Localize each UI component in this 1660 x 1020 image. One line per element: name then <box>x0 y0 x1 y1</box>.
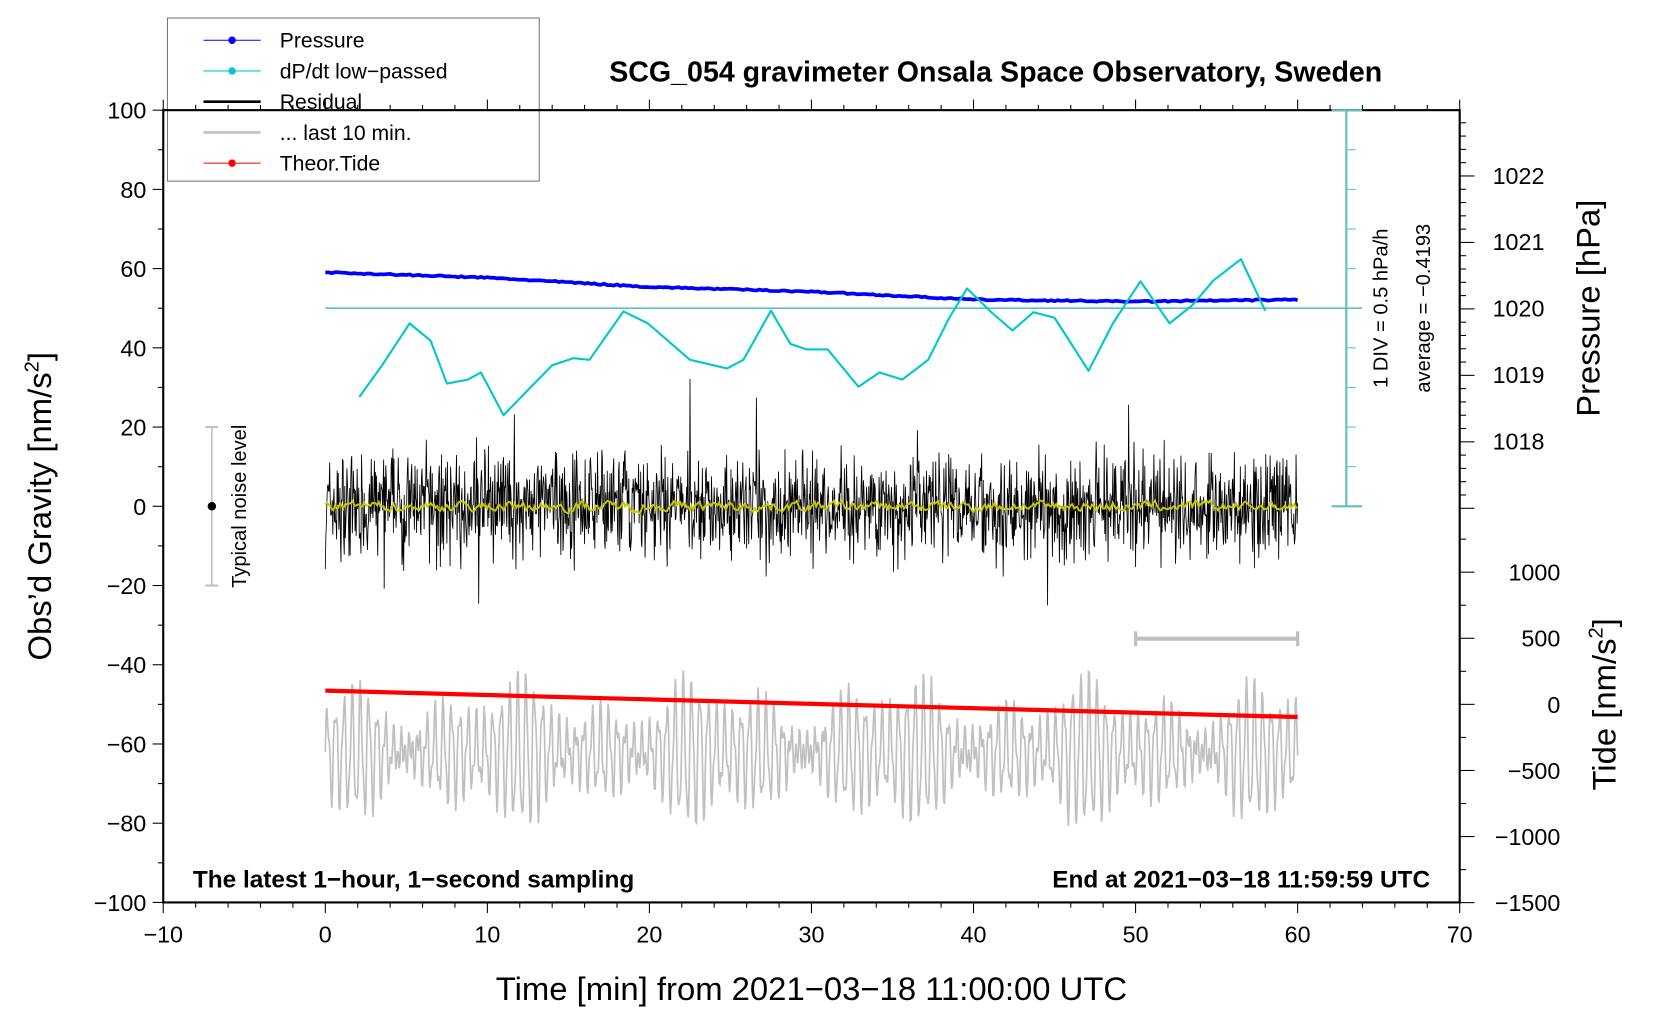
residual-line <box>324 378 1299 606</box>
x-tick-label: 30 <box>799 922 825 948</box>
annotation-end-time: End at 2021−03−18 11:59:59 UTC <box>1052 867 1430 894</box>
x-axis-label: Time [min] from 2021−03−18 11:00:00 UTC <box>496 970 1127 1007</box>
tide-tick-label: 0 <box>1547 692 1560 718</box>
noise-level-label: Typical noise level <box>229 425 251 588</box>
legend-marker <box>228 36 236 44</box>
x-tick-label: −10 <box>143 922 183 948</box>
axes: −10 0 10 20 30 40 50 60 70100806040200−20−40−60−… <box>94 98 1561 948</box>
y-tick-label: 60 <box>120 256 146 282</box>
y-tick-label: 40 <box>120 335 146 361</box>
data-marks <box>205 109 1363 826</box>
x-tick-label: 10 <box>474 922 500 948</box>
tide-tick-label: −1000 <box>1495 824 1560 850</box>
pressure-tick-label: 1019 <box>1493 362 1545 388</box>
y-tick-label: −60 <box>107 731 147 757</box>
annotation-sampling: The latest 1−hour, 1−second sampling <box>193 867 634 894</box>
y-tick-label: −100 <box>94 890 147 916</box>
x-tick-label: 20 <box>636 922 662 948</box>
pressure-tick-label: 1021 <box>1493 229 1545 255</box>
x-tick-label: 60 <box>1285 922 1311 948</box>
legend-label: ... last 10 min. <box>280 122 412 145</box>
last-10-min-line <box>324 669 1299 826</box>
x-tick-label: 70 <box>1447 922 1473 948</box>
theor-tide-line <box>325 688 1298 720</box>
x-tick-label: 0 <box>319 922 332 948</box>
y-axis-label-pressure: Pressure [hPa] <box>1570 200 1607 417</box>
tide-tick-label: −1500 <box>1495 890 1560 916</box>
y-axis-label-left: Obs’d Gravity [nm/s2] <box>21 352 58 661</box>
residual-lowpassed-line <box>324 498 1298 515</box>
legend-label: dP/dt low−passed <box>280 60 448 83</box>
noise-level-center-dot <box>207 502 217 511</box>
pressure-tick-label: 1022 <box>1493 163 1545 189</box>
legend: Pressure dP/dt low−passed Residual ... last… <box>166 17 540 182</box>
legend-marker <box>228 159 236 167</box>
tide-tick-label: 500 <box>1521 626 1560 652</box>
chart-title: SCG_054 gravimeter Onsala Space Observat… <box>609 57 1382 89</box>
y-tick-label: 100 <box>107 98 146 124</box>
y-axis-label-tide: Tide [nm/s2] <box>1585 618 1622 790</box>
pressure-line <box>325 270 1299 304</box>
y-tick-label: 0 <box>133 494 146 520</box>
y-tick-label: −20 <box>107 573 147 599</box>
tide-tick-label: 1000 <box>1508 560 1560 586</box>
dpdt-scale-label: 1 DIV = 0.5 hPa/h <box>1371 229 1393 388</box>
legend-marker <box>228 67 236 75</box>
x-tick-label: 40 <box>961 922 987 948</box>
legend-label: Pressure <box>280 30 365 53</box>
legend-label: Residual <box>280 91 362 114</box>
pressure-tick-label: 1018 <box>1493 429 1545 455</box>
tide-tick-label: −500 <box>1508 758 1561 784</box>
pressure-tick-label: 1020 <box>1493 296 1545 322</box>
y-tick-label: 20 <box>120 415 146 441</box>
y-tick-label: 80 <box>120 177 146 203</box>
legend-label: Theor.Tide <box>280 153 380 176</box>
dpdt-average-label: average = −0.4193 <box>1413 224 1435 393</box>
y-tick-label: −40 <box>107 652 147 678</box>
dpdt-line <box>358 258 1267 417</box>
y-tick-label: −80 <box>107 811 147 837</box>
x-tick-label: 50 <box>1123 922 1149 948</box>
